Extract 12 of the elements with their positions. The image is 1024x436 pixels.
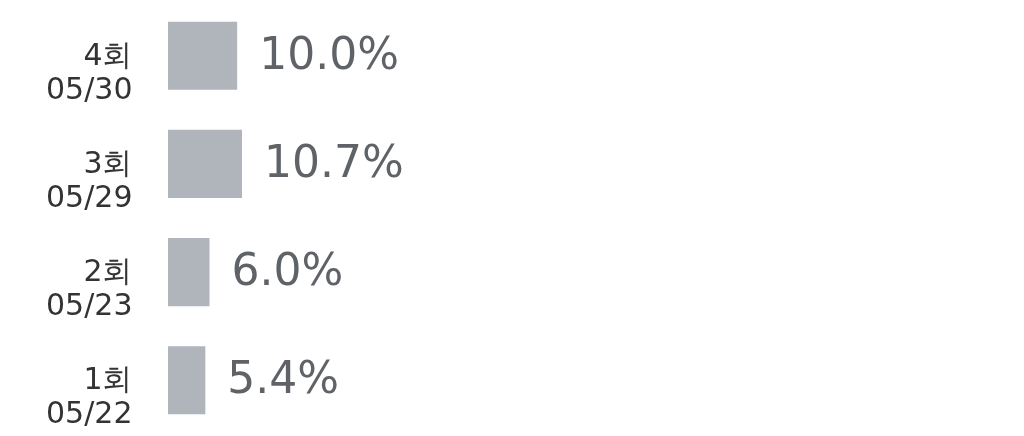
data-label: 5.4% bbox=[227, 352, 340, 404]
y-tick-label: 4회 05/30 bbox=[46, 36, 133, 106]
y-tick-label: 1회 05/22 bbox=[46, 361, 133, 431]
bar bbox=[168, 346, 206, 415]
data-label: 10.0% bbox=[259, 27, 399, 79]
data-label: 6.0% bbox=[231, 244, 344, 296]
y-tick-label: 2회 05/23 bbox=[46, 253, 133, 323]
bar bbox=[168, 238, 210, 307]
bar bbox=[168, 21, 238, 90]
y-tick-label: 3회 05/29 bbox=[46, 144, 133, 214]
data-label: 10.7% bbox=[264, 135, 404, 187]
bar bbox=[168, 129, 242, 198]
